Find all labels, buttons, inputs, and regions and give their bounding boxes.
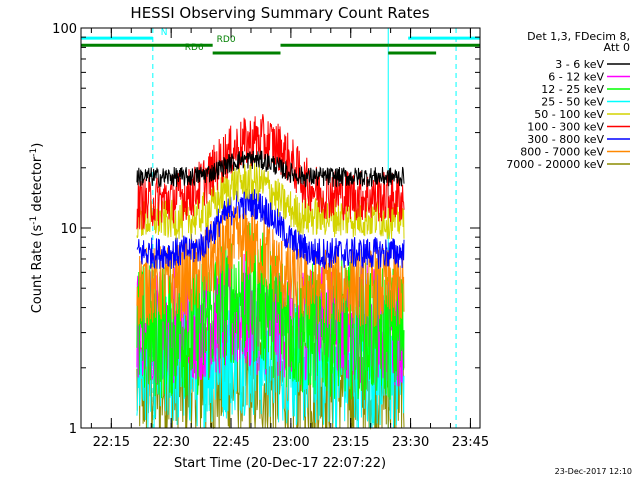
legend-label-6: 300 - 800 keV — [527, 133, 604, 146]
legend-label-0: 3 - 6 keV — [555, 58, 604, 71]
x-tick-label-5: 23:30 — [392, 435, 429, 450]
x-tick-label-3: 23:00 — [272, 435, 309, 450]
bar-label-n: N — [161, 28, 168, 38]
legend-label-4: 50 - 100 keV — [534, 108, 604, 121]
bar-label-rd6: RD6 — [185, 43, 204, 53]
y-tick-label-0: 1 — [69, 422, 77, 437]
x-tick-label-4: 23:15 — [332, 435, 369, 450]
footer-timestamp: 23-Dec-2017 12:10 — [555, 467, 632, 476]
legend-header-1: Det 1,3, FDecim 8, — [527, 30, 630, 43]
y-axis-label-sup1: -1 — [29, 216, 39, 225]
series-line-300-800-kev — [136, 187, 405, 269]
y-axis-label-sup2: -1 — [29, 148, 39, 157]
y-axis: 1 10 100 — [52, 22, 480, 437]
legend-label-2: 12 - 25 keV — [541, 83, 604, 96]
y-axis-label-suffix: ) — [30, 143, 45, 148]
x-axis-label: Start Time (20-Dec-17 22:07:22) — [174, 456, 386, 471]
x-tick-label-2: 22:45 — [212, 435, 249, 450]
x-tick-label-0: 22:15 — [93, 435, 130, 450]
series-line-3-6-kev — [136, 150, 405, 189]
y-axis-label: Count Rate (s-1 detector-1) — [29, 143, 45, 314]
bar-label-rd0: RD0 — [217, 35, 236, 45]
x-axis: 22:15 22:30 22:45 23:00 23:15 23:30 23:45 — [90, 28, 489, 450]
x-tick-label-6: 23:45 — [452, 435, 489, 450]
x-tick-label-1: 22:30 — [152, 435, 189, 450]
legend-header-2: Att 0 — [604, 41, 630, 54]
chart-title: HESSI Observing Summary Count Rates — [130, 4, 429, 22]
legend-label-7: 800 - 7000 keV — [520, 146, 604, 159]
legend-label-8: 7000 - 20000 keV — [506, 158, 604, 171]
legend-label-3: 25 - 50 keV — [541, 96, 604, 109]
y-tick-label-2: 100 — [52, 22, 77, 37]
y-tick-label-1: 10 — [60, 222, 77, 237]
y-axis-label-prefix: Count Rate (s — [30, 225, 45, 314]
legend-label-5: 100 - 300 keV — [527, 121, 604, 134]
plot-area: N RD0 RD6 — [81, 28, 480, 430]
legend-label-1: 6 - 12 keV — [548, 71, 604, 84]
y-axis-label-mid: detector — [30, 156, 45, 216]
